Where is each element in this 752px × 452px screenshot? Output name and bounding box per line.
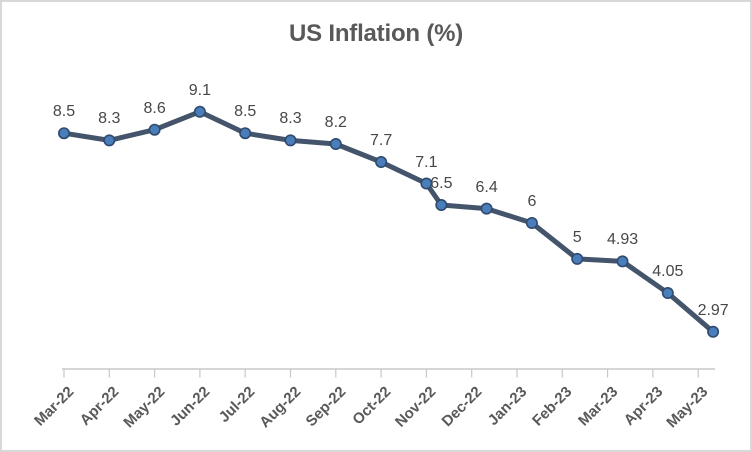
data-point — [329, 138, 342, 151]
data-point — [525, 217, 538, 230]
data-point — [420, 177, 433, 190]
data-point — [148, 123, 161, 136]
data-point — [661, 286, 674, 299]
data-point — [480, 202, 493, 215]
chart-title: US Inflation (%) — [288, 20, 464, 47]
data-point — [707, 325, 720, 338]
data-point — [375, 156, 388, 169]
data-point — [57, 127, 70, 140]
data-point — [284, 134, 297, 147]
data-point — [193, 105, 206, 118]
data-point — [571, 252, 584, 265]
data-point — [239, 127, 252, 140]
data-point — [103, 134, 116, 147]
series-line — [61, 109, 716, 335]
data-point — [616, 255, 629, 268]
data-point — [435, 199, 448, 212]
